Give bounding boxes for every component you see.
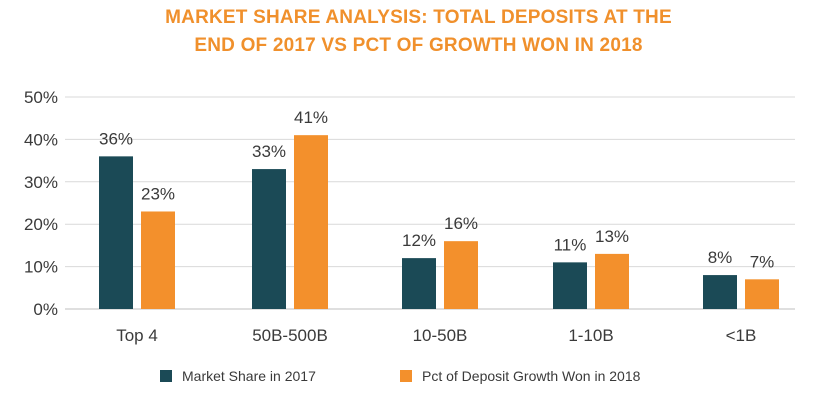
bar-market-share xyxy=(99,156,133,309)
y-tick-label: 50% xyxy=(24,88,58,107)
bar-growth xyxy=(595,253,629,309)
legend-label-market-share: Market Share in 2017 xyxy=(182,368,316,384)
data-label: 23% xyxy=(141,184,175,203)
x-tick-label: <1B xyxy=(726,326,757,345)
bar-market-share xyxy=(553,262,587,309)
y-tick-label: 40% xyxy=(24,130,58,149)
bar-market-share xyxy=(402,258,436,309)
bar-growth xyxy=(745,279,779,309)
bar-growth xyxy=(141,211,175,309)
data-label: 8% xyxy=(708,248,733,267)
data-label: 7% xyxy=(750,252,775,271)
legend-swatch-growth xyxy=(400,370,412,382)
data-label: 41% xyxy=(294,108,328,127)
x-tick-label: 1-10B xyxy=(568,326,613,345)
data-label: 13% xyxy=(595,227,629,246)
data-label: 36% xyxy=(99,129,133,148)
y-tick-label: 10% xyxy=(24,258,58,277)
chart-title: MARKET SHARE ANALYSIS: TOTAL DEPOSITS AT… xyxy=(0,4,837,60)
chart-title-line-1: MARKET SHARE ANALYSIS: TOTAL DEPOSITS AT… xyxy=(165,7,672,28)
data-label: 33% xyxy=(252,142,286,161)
data-label: 11% xyxy=(554,235,587,254)
bar-growth xyxy=(444,241,478,309)
legend-label-growth: Pct of Deposit Growth Won in 2018 xyxy=(422,368,641,384)
x-tick-label: 50B-500B xyxy=(252,326,328,345)
x-tick-label: Top 4 xyxy=(116,326,158,345)
bar-growth xyxy=(294,135,328,309)
y-tick-label: 20% xyxy=(24,215,58,234)
bar-market-share xyxy=(703,275,737,309)
data-label: 16% xyxy=(444,214,478,233)
x-tick-label: 10-50B xyxy=(413,326,468,345)
y-tick-label: 30% xyxy=(24,173,58,192)
chart-title-line-2: END OF 2017 VS PCT OF GROWTH WON IN 2018 xyxy=(194,35,643,56)
bar-market-share xyxy=(252,169,286,309)
data-label: 12% xyxy=(402,231,436,250)
y-tick-label: 0% xyxy=(33,300,58,319)
legend-swatch-market-share xyxy=(160,370,172,382)
